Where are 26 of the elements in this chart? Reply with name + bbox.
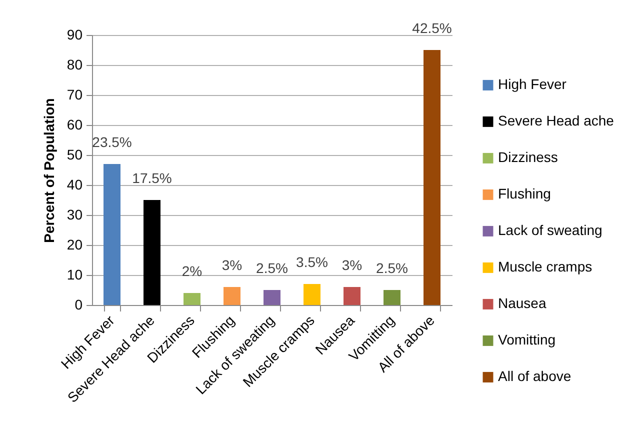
legend-label: Muscle cramps [498, 258, 592, 275]
annotation: 3.5% [296, 254, 328, 270]
y-axis-title: Percent of Population [40, 98, 57, 243]
annotation: 17.5% [132, 170, 172, 186]
y-tick-label: 30 [66, 206, 83, 222]
y-tick-label: 90 [66, 26, 83, 42]
legend-label: Dizziness [498, 149, 558, 166]
legend-label: Flushing [498, 186, 551, 202]
annotation: 2.5% [256, 260, 288, 276]
annotation: 2% [182, 263, 202, 279]
annotation: 3% [342, 257, 362, 273]
legend-label: Severe Head ache [498, 112, 614, 129]
y-tick-label: 80 [66, 56, 83, 72]
y-tick-label: 60 [66, 116, 83, 132]
annotation: 3% [222, 257, 242, 273]
y-tick-label: 10 [66, 266, 83, 282]
annotation: 42.5% [412, 20, 452, 36]
y-tick-label: 20 [66, 236, 83, 252]
annotation: 2.5% [376, 260, 408, 276]
legend-label: High Fever [498, 76, 567, 92]
y-tick-label: 70 [66, 86, 83, 102]
legend-label: Nausea [498, 295, 546, 312]
y-tick-label: 40 [66, 176, 83, 192]
legend-label: Lack of sweating [498, 222, 602, 238]
y-tick-label: 50 [66, 146, 83, 162]
y-tick-label: 0 [74, 296, 83, 312]
